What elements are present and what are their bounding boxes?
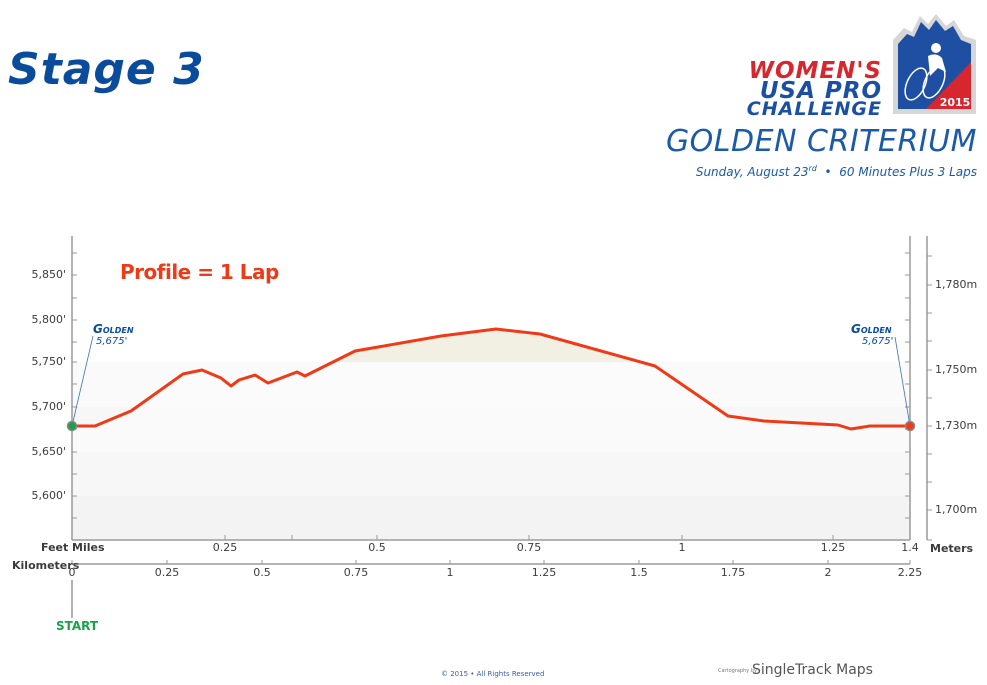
mile-tick-1.4: 1.4 xyxy=(901,541,919,554)
meter-tick-1780: 1,780m xyxy=(935,278,978,291)
feet-tick-5800: 5,800' xyxy=(31,313,66,326)
elevation-profile-line xyxy=(72,327,910,431)
km-tick-1: 1 xyxy=(446,566,454,579)
event-title: GOLDEN CRITERIUM xyxy=(665,124,977,159)
feet-unit-label: Feet xyxy=(41,541,69,554)
km-tick-1.5: 1.5 xyxy=(630,566,648,579)
meters-unit-label: Meters xyxy=(930,542,974,555)
feet-tick-5650: 5,650' xyxy=(31,445,66,458)
cartography-by-label: Cartography by xyxy=(718,668,757,674)
golden-left-leader-line xyxy=(71,335,94,427)
golden-right-elevation: 5,675' xyxy=(862,336,894,347)
mile-tick-0.75: 0.75 xyxy=(516,541,542,554)
miles-unit-label: Miles xyxy=(72,541,105,554)
feet-tick-5750: 5,750' xyxy=(31,355,66,368)
km-tick-2: 2 xyxy=(824,566,832,579)
start-label: START xyxy=(56,619,99,633)
golden-right-leader-line xyxy=(894,336,911,427)
cyclist-mountain-badge-icon: 2015 xyxy=(893,14,976,114)
badge-year: 2015 xyxy=(940,96,971,109)
logo-line-challenge: CHALLENGE xyxy=(746,98,882,120)
feet-tick-5600: 5,600' xyxy=(31,489,66,502)
meter-tick-1700: 1,700m xyxy=(935,503,978,516)
km-tick-1.75: 1.75 xyxy=(720,566,746,579)
logo-line-womens: WOMEN'S xyxy=(748,58,882,84)
profile-note: Profile = 1 Lap xyxy=(120,260,279,284)
mile-tick-0.25: 0.25 xyxy=(212,541,238,554)
event-format: 60 Minutes Plus 3 Laps xyxy=(839,165,977,179)
golden-left-elevation: 5,675' xyxy=(96,336,128,347)
mile-tick-0.5: 0.5 xyxy=(368,541,386,554)
copyright-text: © 2015 • All Rights Reserved xyxy=(441,670,545,678)
mile-tick-1.25: 1.25 xyxy=(820,541,846,554)
logo-line-usa-pro: USA PRO xyxy=(759,78,882,104)
feet-tick-5700: 5,700' xyxy=(31,400,66,413)
golden-right-name: Golden xyxy=(851,322,892,336)
feet-tick-5850: 5,850' xyxy=(31,268,66,281)
meter-tick-1750: 1,750m xyxy=(935,363,978,376)
mile-tick-1: 1 xyxy=(678,541,686,554)
km-tick-0: 0 xyxy=(68,566,76,579)
start-point-marker xyxy=(66,420,78,432)
profile-fill-lower xyxy=(72,362,910,540)
km-tick-0.75: 0.75 xyxy=(343,566,369,579)
event-date: Sunday, August 23 xyxy=(695,165,809,179)
meter-tick-1730: 1,730m xyxy=(935,419,978,432)
event-subtitle: Sunday, August 23rd • 60 Minutes Plus 3 … xyxy=(696,164,977,179)
profile-fill-upper xyxy=(333,329,641,362)
stage-title: Stage 3 xyxy=(8,44,205,95)
km-tick-0.25: 0.25 xyxy=(154,566,180,579)
golden-left-name: Golden xyxy=(93,322,134,336)
event-date-suffix: rd xyxy=(808,164,817,173)
km-unit-label: Kilometers xyxy=(12,559,80,572)
km-tick-0.5: 0.5 xyxy=(253,566,271,579)
finish-point-marker xyxy=(904,420,916,432)
bullet-separator: • xyxy=(824,165,832,179)
km-tick-1.25: 1.25 xyxy=(531,566,557,579)
km-tick-2.25: 2.25 xyxy=(897,566,923,579)
cartography-credit: SingleTrack Maps xyxy=(752,662,873,678)
